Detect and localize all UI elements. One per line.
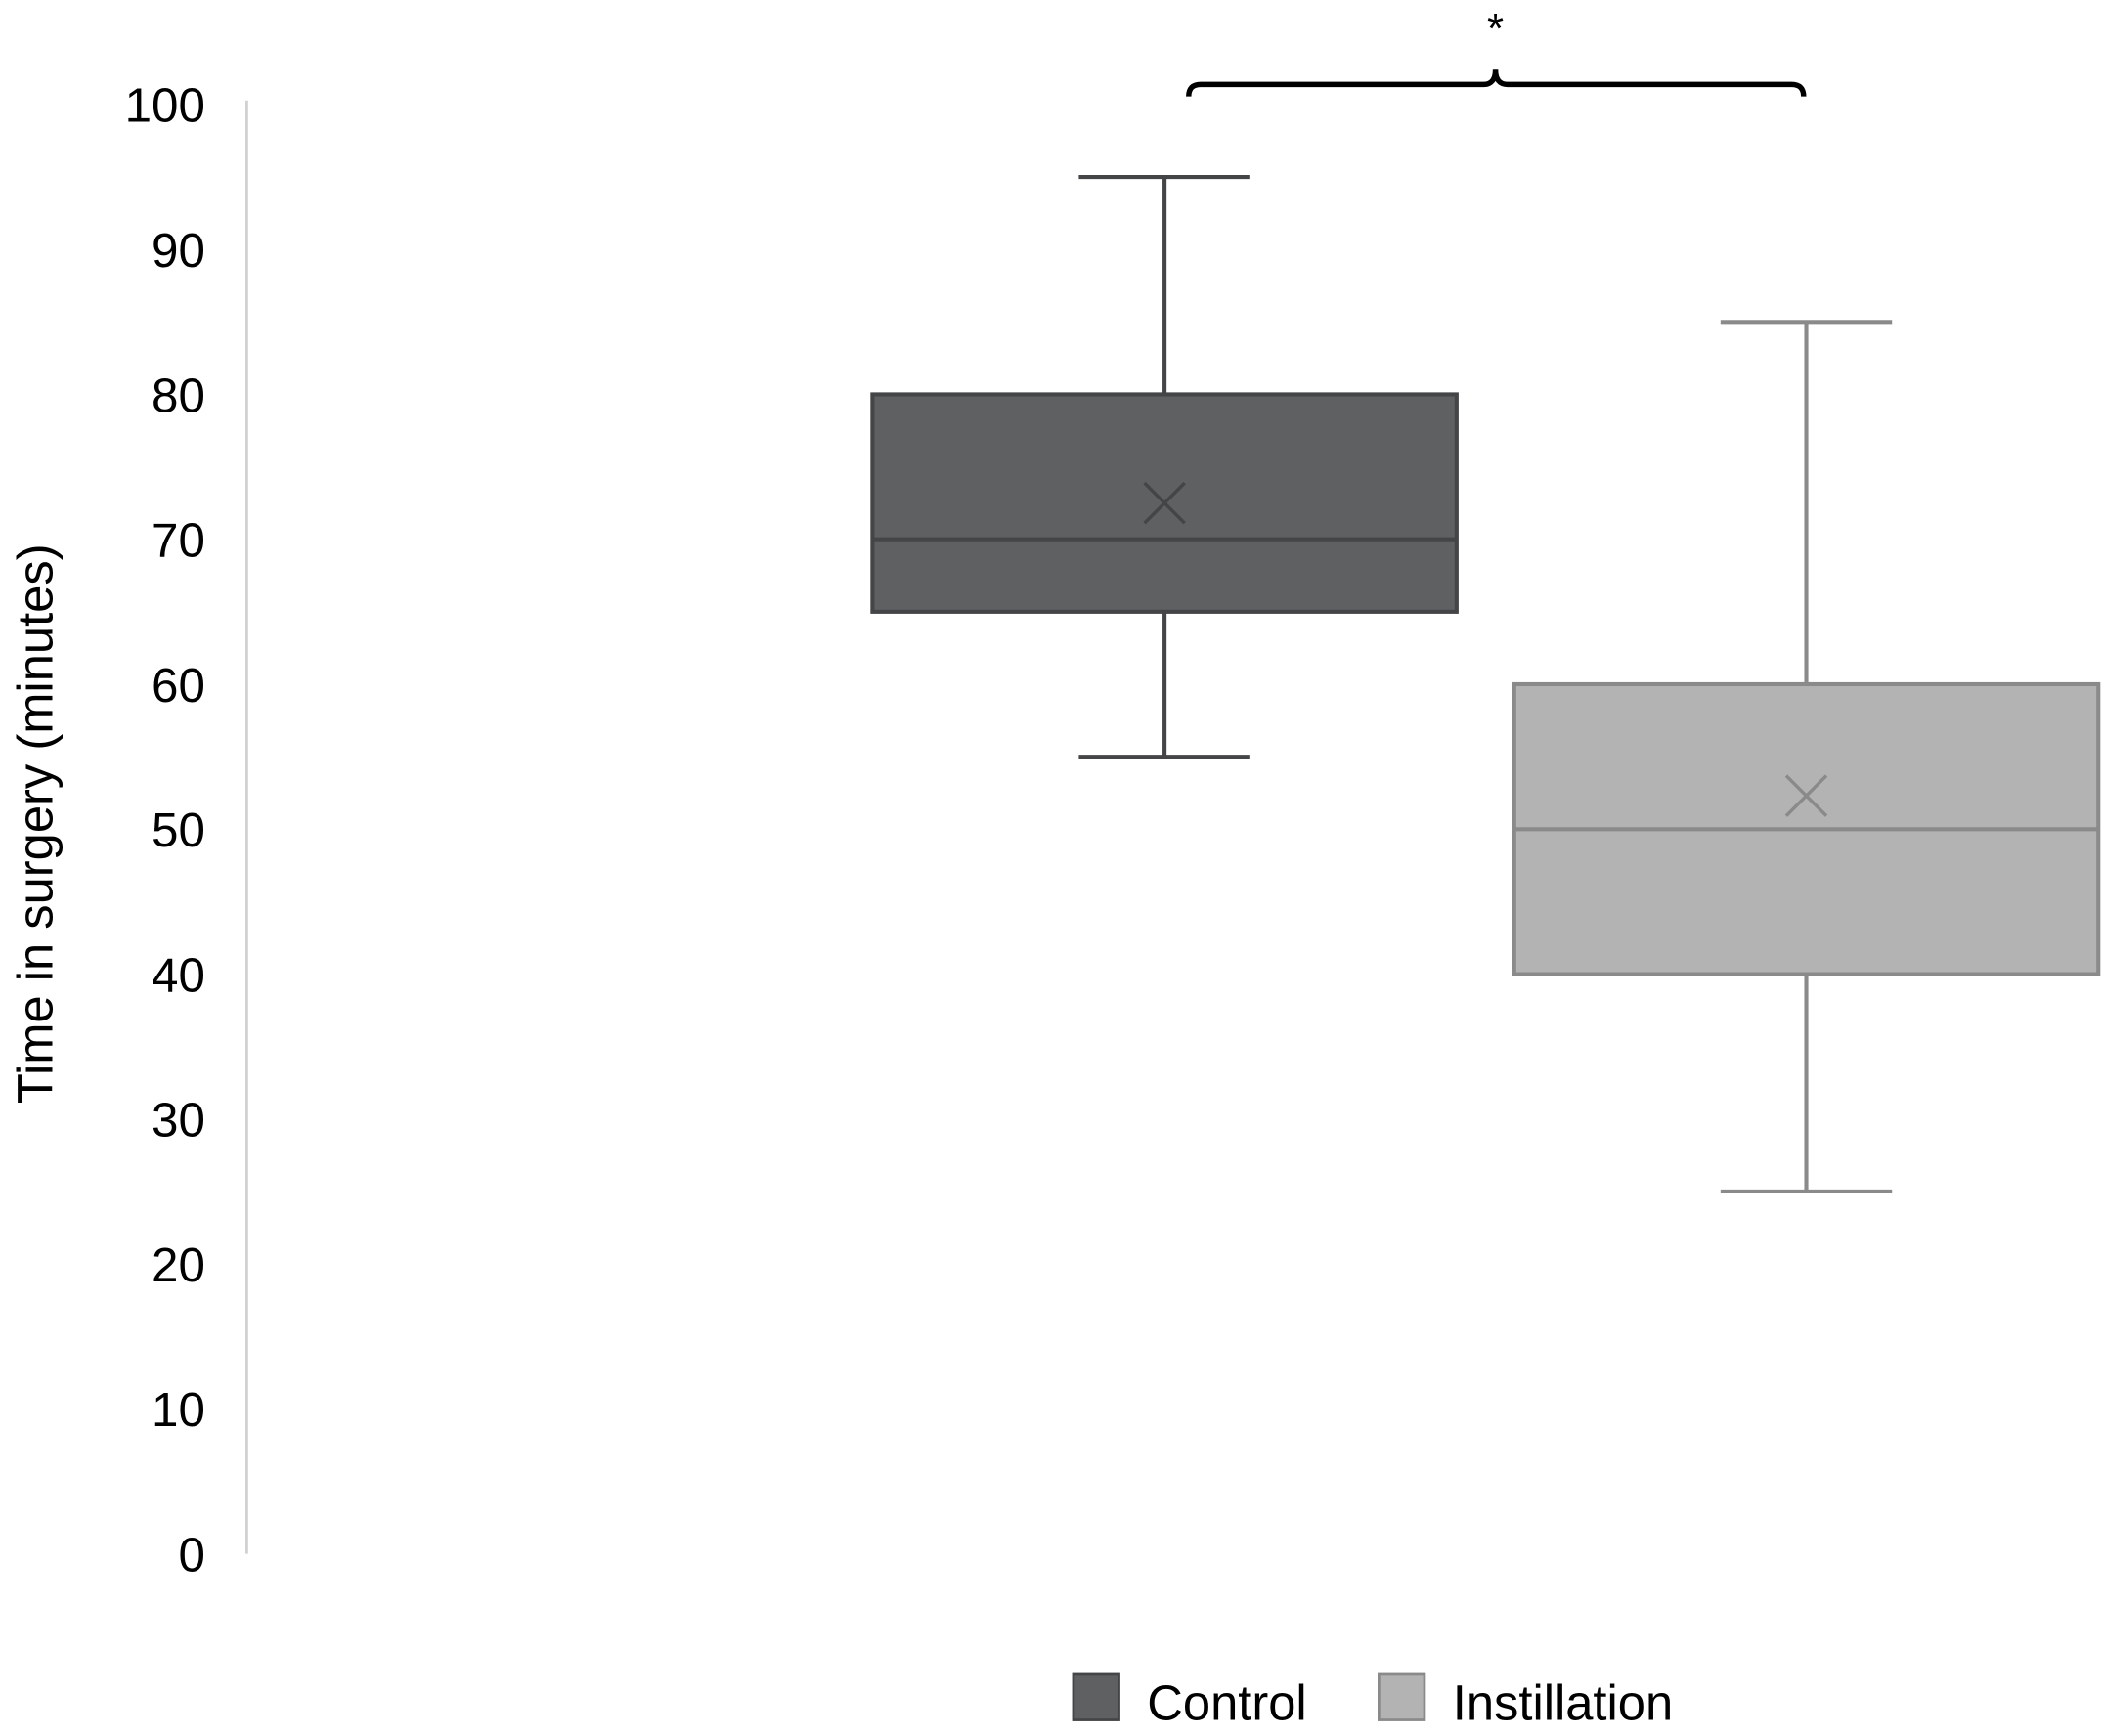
y-tick-label: 70 bbox=[152, 514, 205, 568]
y-tick-label: 10 bbox=[152, 1383, 205, 1437]
y-tick-label: 60 bbox=[152, 659, 205, 713]
mean-marker bbox=[1143, 481, 1186, 525]
significance-bracket: * bbox=[1186, 5, 1807, 97]
legend-label: Control bbox=[1147, 1675, 1306, 1731]
legend: Control Instillation bbox=[1072, 1672, 1673, 1731]
y-axis-label: Time in surgery (minutes) bbox=[8, 543, 64, 1104]
mean-marker bbox=[1784, 774, 1828, 817]
y-tick-label: 0 bbox=[178, 1528, 204, 1582]
legend-swatch bbox=[1072, 1672, 1120, 1721]
y-tick-label: 30 bbox=[152, 1094, 205, 1148]
y-tick-label: 80 bbox=[152, 369, 205, 422]
box-control bbox=[870, 174, 1459, 760]
y-tick-label: 100 bbox=[125, 79, 205, 133]
bracket-line bbox=[1186, 69, 1807, 97]
legend-label: Instillation bbox=[1453, 1675, 1673, 1731]
significance-label: * bbox=[1487, 5, 1504, 53]
box-instillation bbox=[1512, 320, 2101, 1194]
y-tick-label: 50 bbox=[152, 803, 205, 857]
y-tick-label: 40 bbox=[152, 948, 205, 1002]
y-tick-label: 20 bbox=[152, 1238, 205, 1292]
y-tick-label: 90 bbox=[152, 224, 205, 278]
legend-swatch bbox=[1378, 1672, 1426, 1721]
